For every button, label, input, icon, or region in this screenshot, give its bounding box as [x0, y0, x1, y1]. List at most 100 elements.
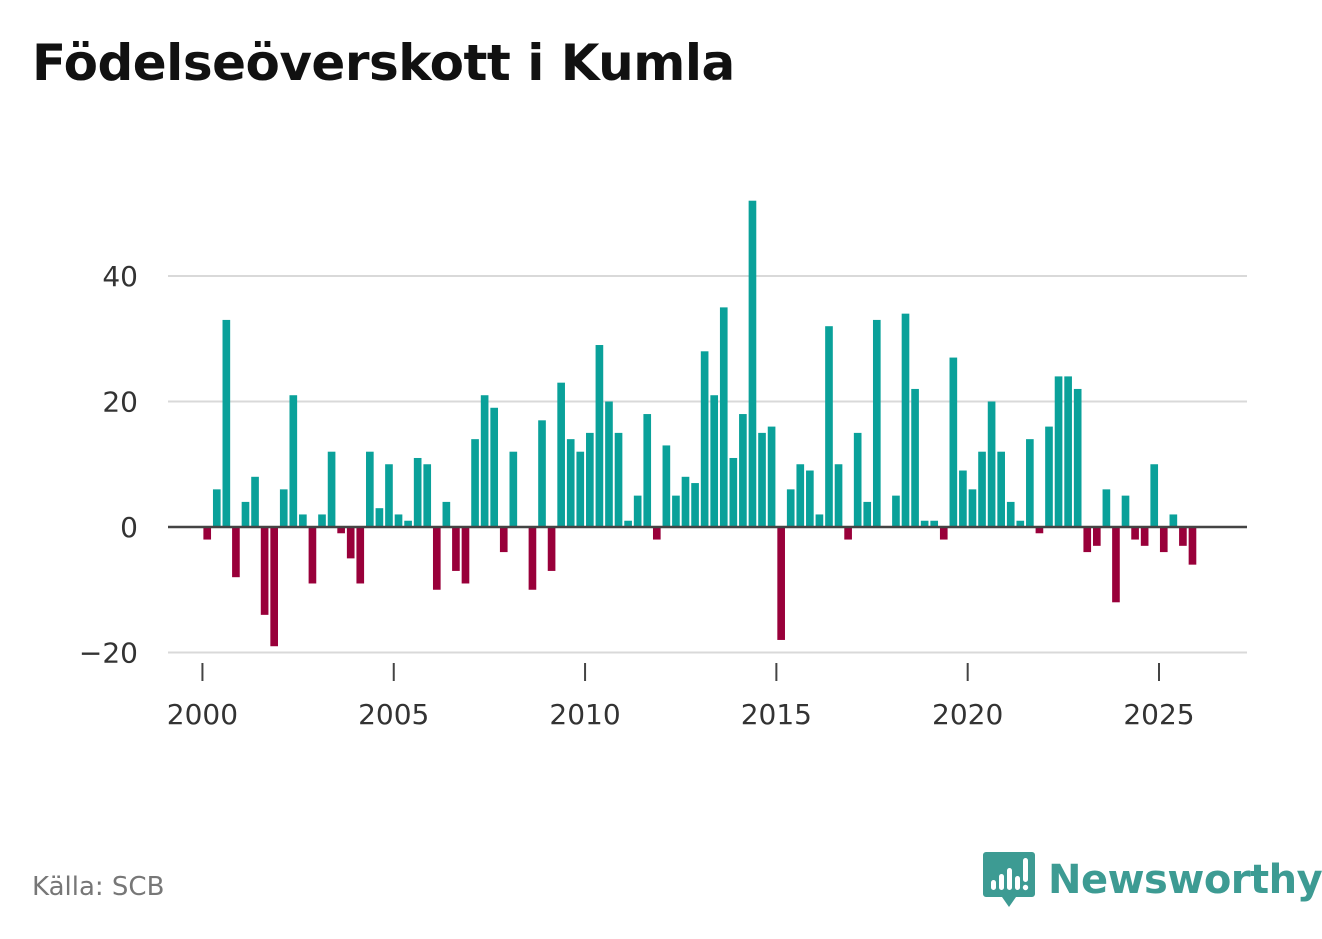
bar	[442, 501, 451, 527]
bar	[1016, 520, 1025, 527]
source-note: Källa: SCB	[32, 872, 165, 902]
bar	[825, 326, 833, 527]
bar	[404, 520, 412, 527]
bar	[1054, 376, 1063, 527]
y-tick-label: 40	[102, 260, 138, 293]
bar	[605, 401, 613, 527]
bar	[356, 527, 365, 584]
bar	[1159, 527, 1168, 553]
bar	[777, 527, 785, 640]
bar	[289, 395, 298, 527]
bar	[748, 200, 757, 527]
bar	[337, 527, 345, 534]
y-tick-label: 0	[120, 511, 138, 544]
bar	[959, 470, 967, 527]
bar	[978, 451, 986, 527]
chart-title: Födelseöverskott i Kumla	[32, 34, 735, 92]
bar	[796, 464, 805, 527]
y-tick-label: 20	[102, 386, 138, 419]
bar	[834, 464, 843, 527]
bar	[672, 495, 680, 528]
bar	[299, 514, 307, 527]
bar	[681, 476, 690, 527]
bar	[538, 420, 546, 527]
bar	[375, 508, 384, 527]
bar	[1073, 388, 1082, 527]
bar	[901, 313, 910, 527]
bar	[739, 414, 747, 527]
x-tick-label: 2020	[932, 698, 1003, 731]
bar	[786, 489, 795, 527]
newsworthy-logo-icon	[983, 852, 1035, 907]
bar	[260, 527, 269, 615]
bar	[1083, 527, 1092, 553]
bar	[844, 527, 852, 540]
bar	[930, 520, 939, 527]
bar	[853, 432, 862, 528]
bar	[872, 319, 881, 527]
x-tick-label: 2025	[1123, 698, 1194, 731]
bar	[499, 527, 508, 553]
bar	[920, 520, 929, 527]
x-tick-label: 2000	[167, 698, 238, 731]
bar	[385, 464, 393, 527]
bar	[911, 388, 919, 527]
bar	[806, 470, 814, 527]
newsworthy-logo[interactable]: Newsworthy	[982, 850, 1322, 910]
bar	[863, 501, 872, 527]
bar	[203, 527, 212, 540]
bar	[251, 476, 259, 527]
bar	[892, 495, 900, 528]
bar	[1092, 527, 1101, 546]
bar	[480, 395, 489, 527]
bars	[203, 200, 1197, 647]
bar	[318, 514, 326, 527]
bar	[595, 345, 604, 527]
bar	[557, 382, 565, 527]
x-tick-label: 2015	[741, 698, 812, 731]
bar	[576, 451, 585, 527]
bar	[346, 527, 355, 559]
bar	[509, 451, 518, 527]
bar	[1179, 527, 1187, 546]
y-tick-label: −20	[79, 637, 138, 670]
bar	[452, 527, 460, 571]
bar	[308, 527, 317, 584]
bar	[1112, 527, 1120, 603]
bar	[432, 527, 441, 590]
bar	[241, 501, 250, 527]
bar	[1102, 489, 1111, 527]
bar	[939, 527, 948, 540]
bar	[815, 514, 824, 527]
axes: −20 0 20 40 2000 2005 2010 2015 2020 2025	[79, 260, 1247, 731]
bar	[270, 527, 278, 647]
bar	[212, 489, 221, 527]
bar	[327, 451, 336, 527]
bar	[547, 527, 556, 571]
bar	[767, 426, 776, 527]
bar	[586, 432, 594, 528]
bar	[1026, 439, 1034, 527]
bar	[710, 395, 719, 527]
bar	[413, 457, 422, 527]
bar	[232, 527, 240, 578]
bar	[1121, 495, 1130, 528]
bar	[1045, 426, 1053, 527]
bar	[528, 527, 537, 590]
bar	[1006, 501, 1015, 527]
bar	[758, 432, 766, 528]
bar	[949, 357, 958, 527]
bar	[662, 445, 671, 527]
bar	[968, 489, 977, 527]
bar	[471, 439, 479, 527]
bar	[1169, 514, 1178, 527]
bar	[566, 439, 575, 527]
bar	[643, 414, 652, 527]
bar	[423, 464, 432, 527]
bar	[222, 319, 231, 527]
bar	[1140, 527, 1149, 546]
x-tick-label: 2010	[549, 698, 620, 731]
bar	[1188, 527, 1197, 565]
bar	[614, 432, 623, 528]
